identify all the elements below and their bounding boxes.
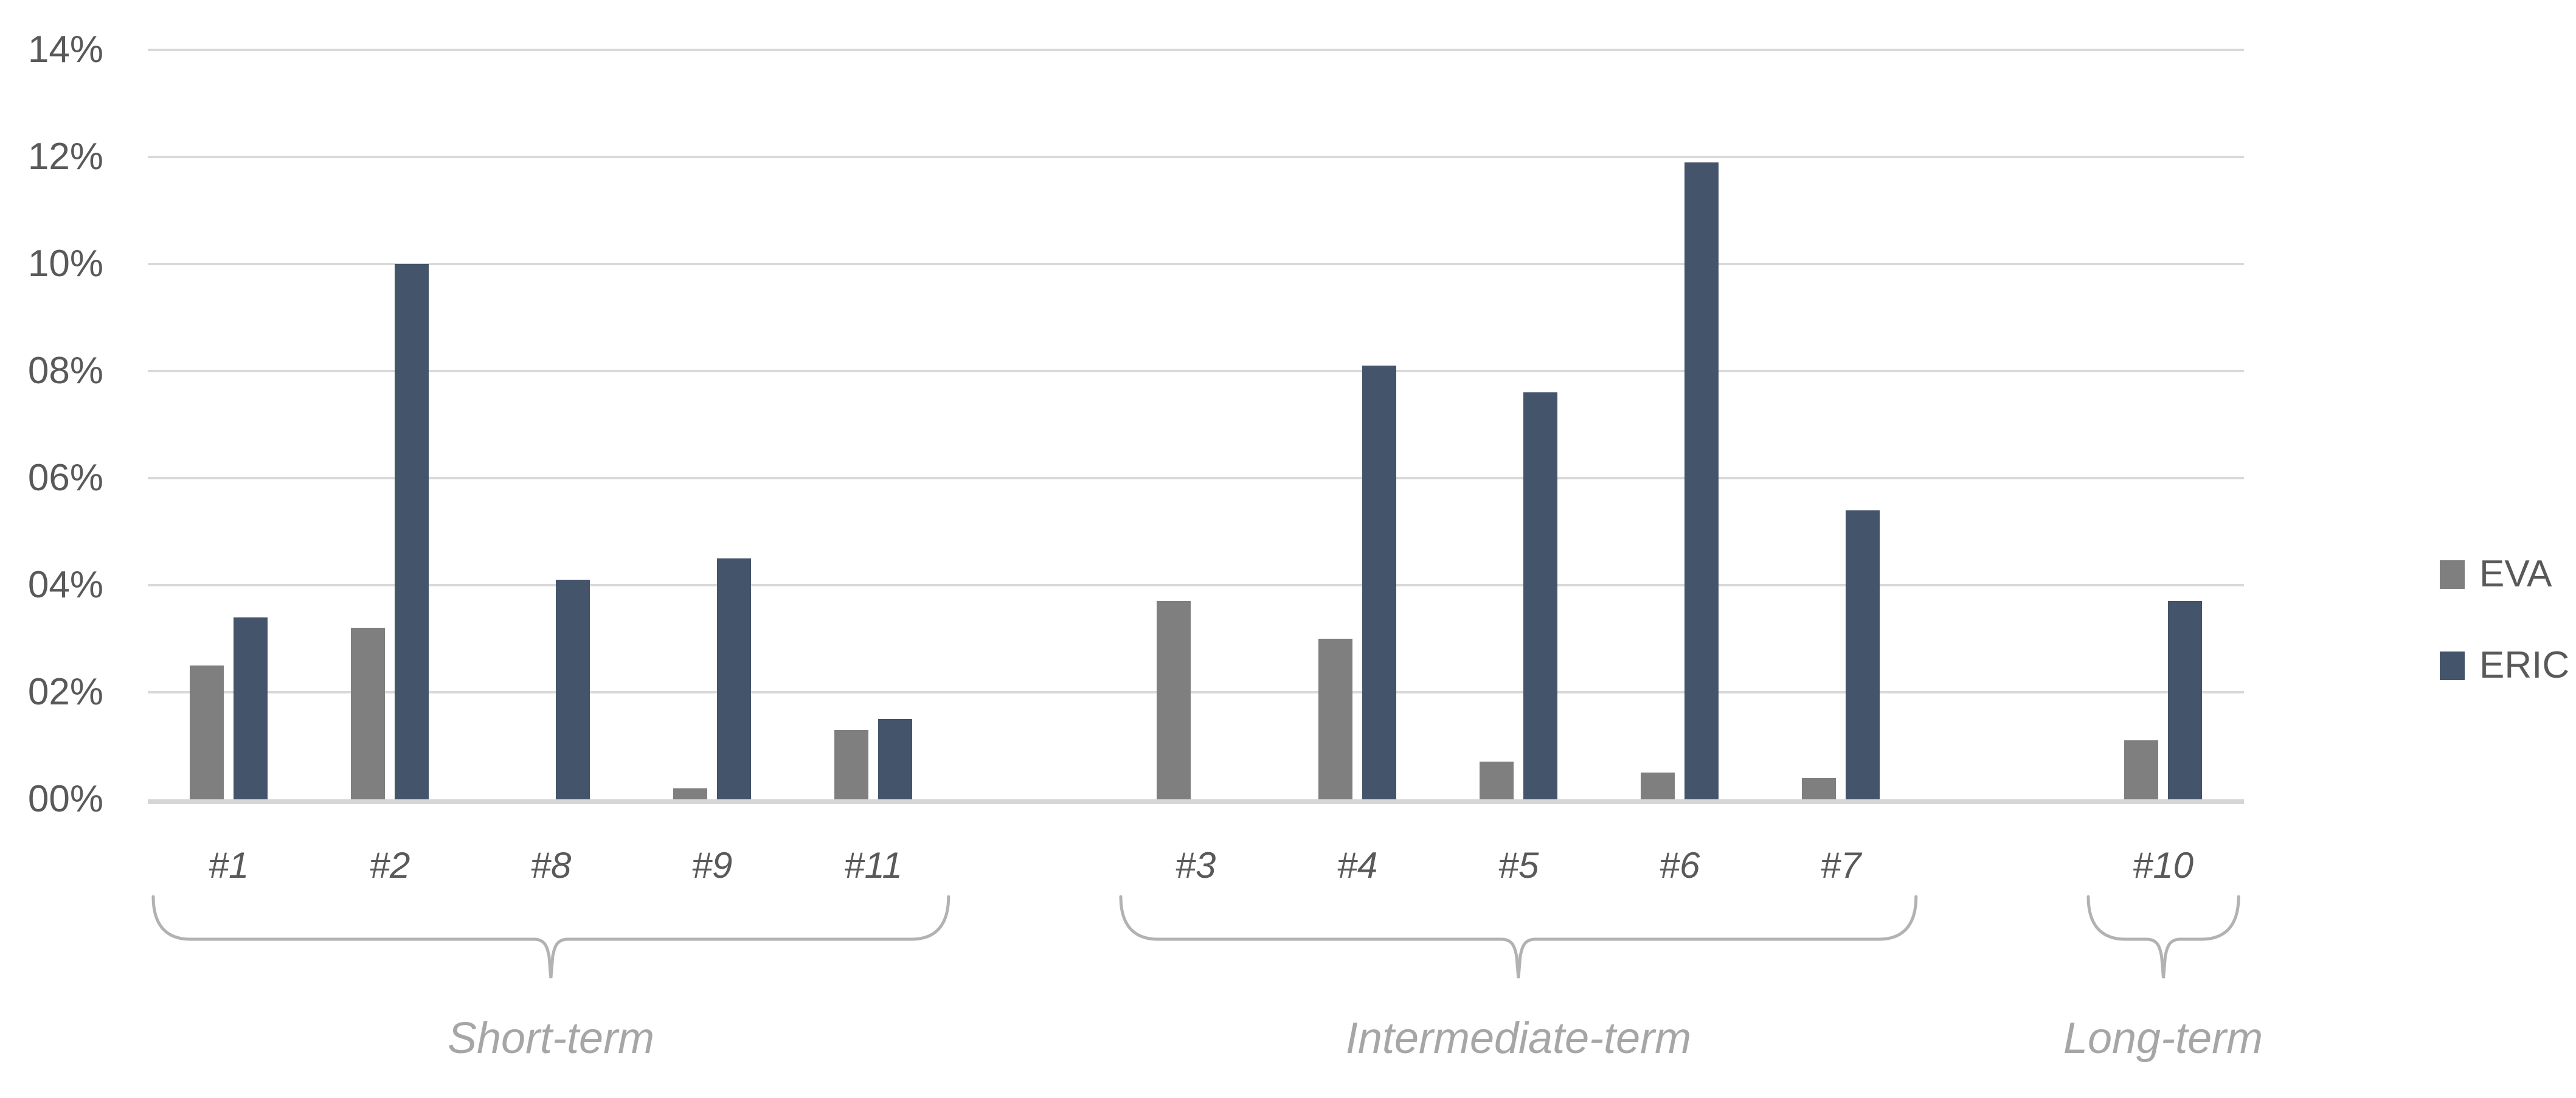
legend-item-eva: EVA xyxy=(2440,555,2552,593)
bar-eva-num9 xyxy=(673,788,707,799)
brace-path xyxy=(2086,895,2240,979)
gridline-08% xyxy=(148,370,2244,372)
brace-intermediate-term xyxy=(1119,895,1918,979)
y-tick-label-08%: 08% xyxy=(27,350,103,392)
bar-eric-num11 xyxy=(878,719,912,799)
gridline-10% xyxy=(148,263,2244,265)
bar-eva-num6 xyxy=(1641,773,1675,799)
bar-eric-num6 xyxy=(1684,162,1719,799)
bar-eva-num10 xyxy=(2124,740,2158,799)
bar-eva-num7 xyxy=(1802,778,1836,799)
category-label-num10: #10 xyxy=(2132,845,2194,886)
legend-swatch-eva xyxy=(2440,560,2465,589)
legend-item-eric: ERIC xyxy=(2440,647,2569,684)
bar-eva-num5 xyxy=(1480,762,1514,799)
y-tick-label-14%: 14% xyxy=(27,29,103,71)
category-label-num4: #4 xyxy=(1337,845,1378,886)
brace-path xyxy=(151,895,950,979)
y-tick-label-10%: 10% xyxy=(27,243,103,285)
bar-eric-num1 xyxy=(234,617,268,799)
category-label-num11: #11 xyxy=(844,845,902,886)
bar-eric-num10 xyxy=(2168,601,2202,799)
bar-eva-num1 xyxy=(190,665,224,799)
bar-eva-num4 xyxy=(1318,639,1352,799)
category-label-num1: #1 xyxy=(208,845,249,886)
x-axis-line xyxy=(148,799,2244,804)
y-tick-label-04%: 04% xyxy=(27,564,103,606)
group-label-long-term: Long-term xyxy=(2063,1014,2263,1063)
bar-eric-num9 xyxy=(717,558,751,799)
gridline-12% xyxy=(148,156,2244,158)
gridline-02% xyxy=(148,691,2244,693)
bar-eric-num8 xyxy=(556,580,590,799)
bar-eva-num11 xyxy=(834,730,868,799)
bar-eric-num4 xyxy=(1362,366,1396,799)
category-label-num9: #9 xyxy=(691,845,733,886)
gridline-06% xyxy=(148,477,2244,479)
group-label-short-term: Short-term xyxy=(447,1014,655,1063)
gridline-14% xyxy=(148,49,2244,51)
y-tick-label-12%: 12% xyxy=(27,136,103,178)
bar-eva-num3 xyxy=(1157,601,1191,799)
category-label-num7: #7 xyxy=(1820,845,1861,886)
legend-label-eric: ERIC xyxy=(2479,644,2570,686)
bar-eric-num2 xyxy=(395,264,429,799)
category-label-num2: #2 xyxy=(369,845,410,886)
bar-eric-num7 xyxy=(1846,510,1880,799)
legend-swatch-eric xyxy=(2440,651,2465,680)
legend-label-eva: EVA xyxy=(2479,553,2552,595)
category-label-num3: #3 xyxy=(1175,845,1216,886)
y-tick-label-02%: 02% xyxy=(27,671,103,713)
y-tick-label-06%: 06% xyxy=(27,457,103,499)
bar-eva-num2 xyxy=(351,628,385,799)
gridline-04% xyxy=(148,584,2244,586)
bar-eric-num5 xyxy=(1523,392,1557,799)
category-label-num8: #8 xyxy=(530,845,572,886)
y-tick-label-00%: 00% xyxy=(27,778,103,820)
brace-short-term xyxy=(151,895,950,979)
brace-path xyxy=(1119,895,1918,979)
category-label-num5: #5 xyxy=(1498,845,1539,886)
category-label-num6: #6 xyxy=(1659,845,1700,886)
group-label-intermediate-term: Intermediate-term xyxy=(1345,1014,1692,1063)
brace-long-term xyxy=(2086,895,2240,979)
